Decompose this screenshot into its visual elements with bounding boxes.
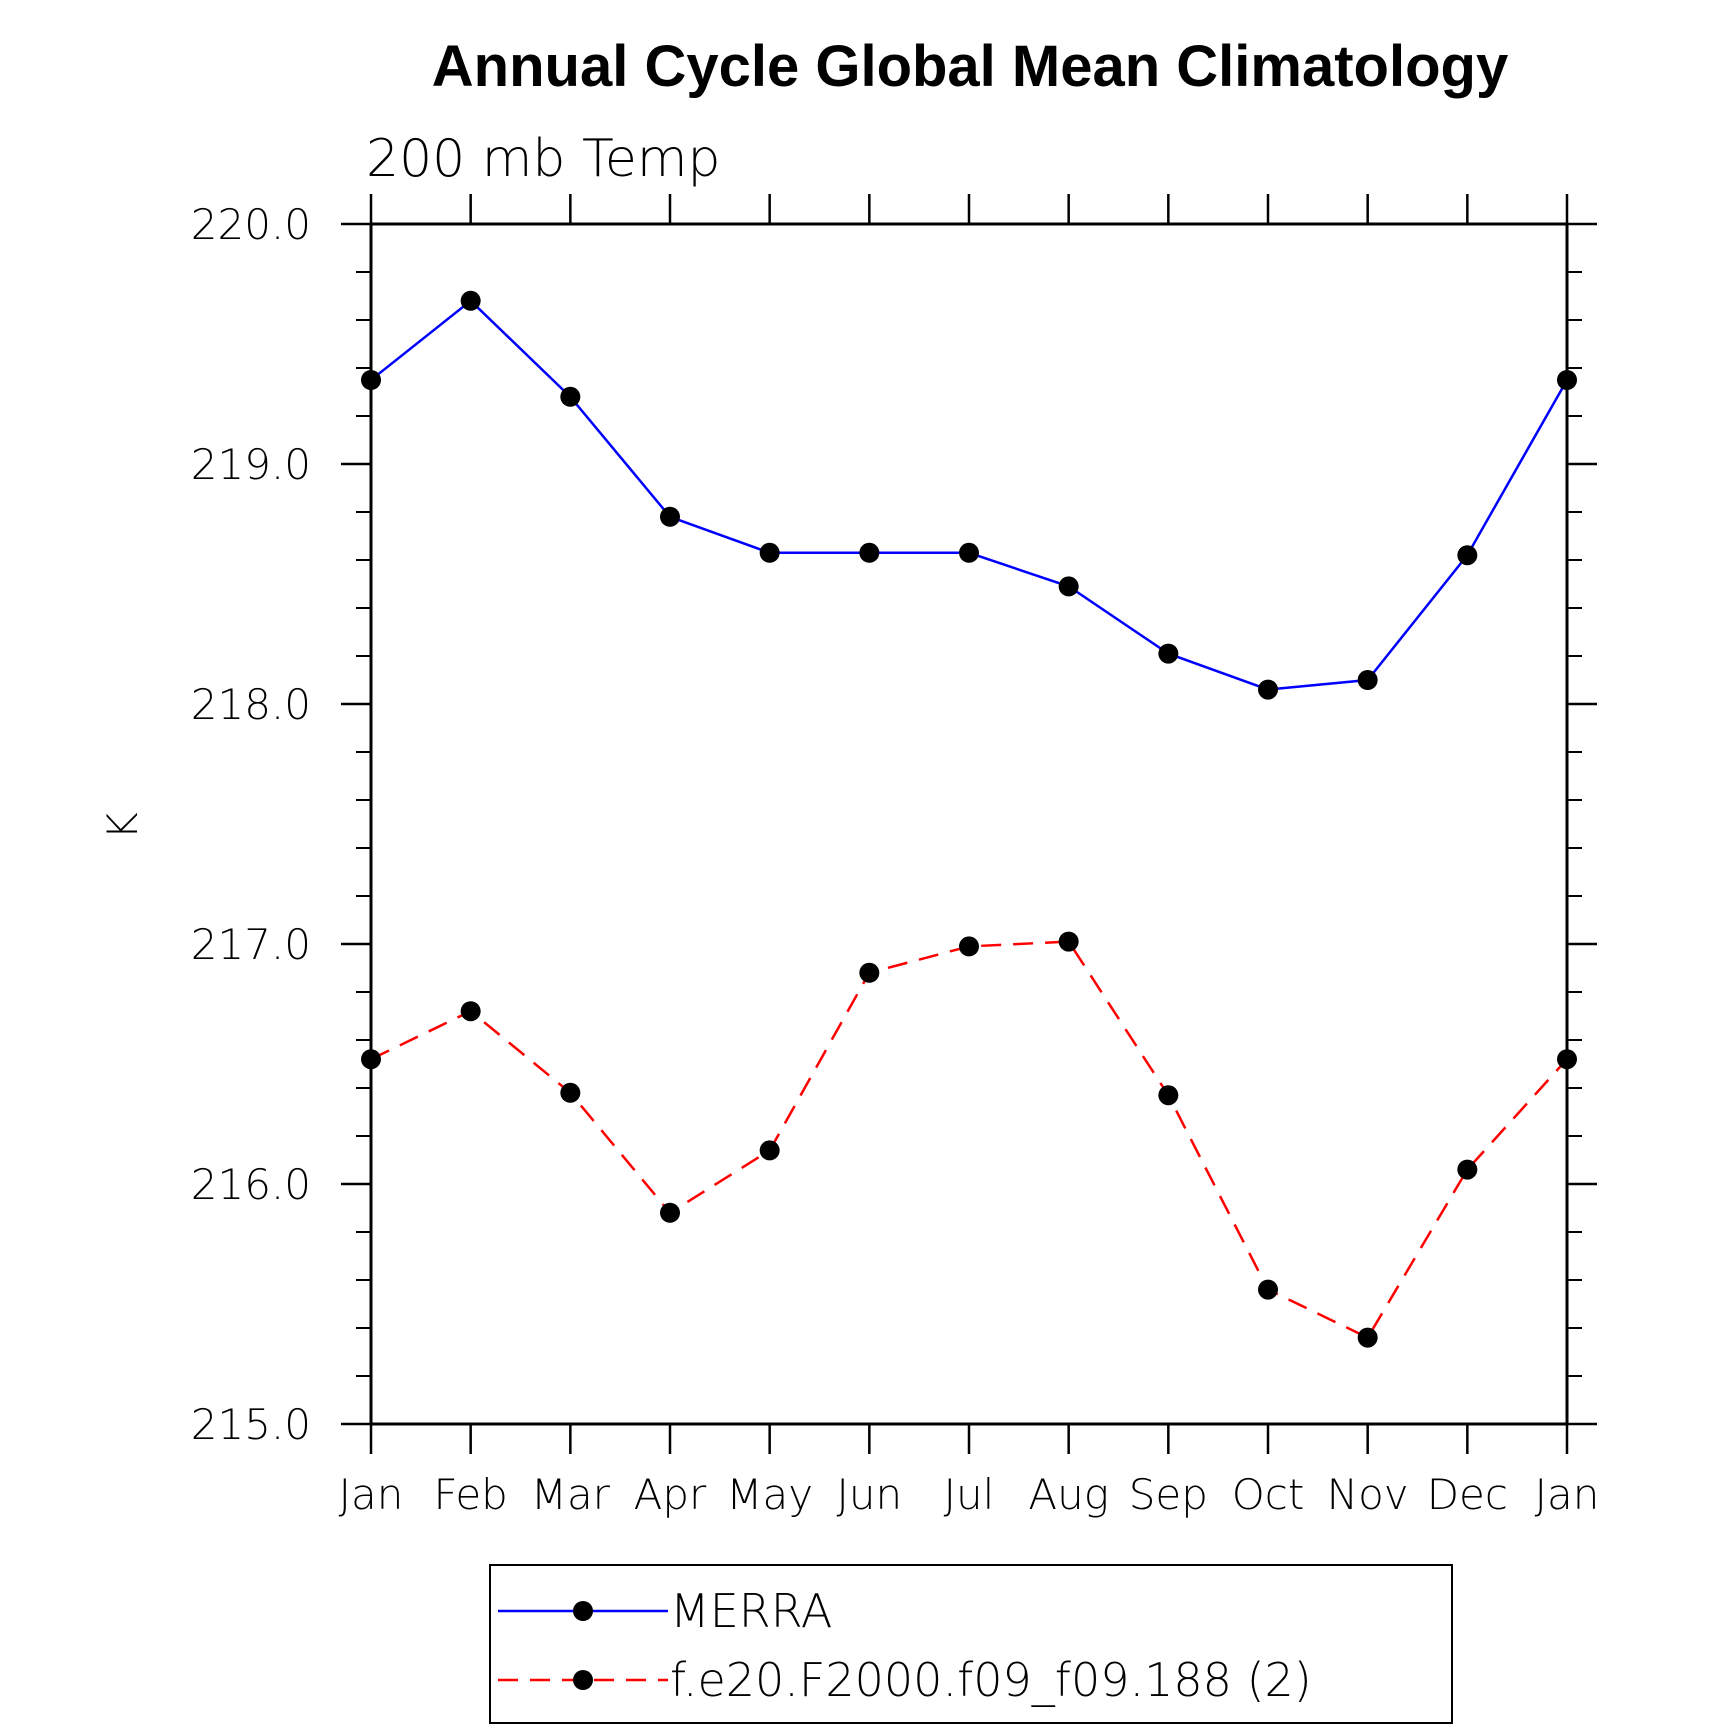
data-point bbox=[1058, 931, 1079, 952]
y-tick-label: 218.0 bbox=[191, 680, 311, 729]
data-point bbox=[1357, 1327, 1378, 1348]
x-tick-label: Jun bbox=[837, 1470, 903, 1519]
x-tick-label: Nov bbox=[1327, 1470, 1409, 1519]
data-point bbox=[759, 542, 780, 563]
x-tick-label: Mar bbox=[531, 1470, 611, 1519]
data-point bbox=[361, 370, 381, 390]
data-point bbox=[859, 962, 880, 983]
data-point bbox=[560, 1082, 581, 1103]
data-point bbox=[1258, 1279, 1278, 1300]
data-point bbox=[959, 936, 979, 957]
y-tick-label: 220.0 bbox=[191, 200, 311, 249]
data-point bbox=[1457, 545, 1478, 566]
chart-title: Annual Cycle Global Mean Climatology bbox=[432, 34, 1508, 99]
data-point bbox=[660, 1202, 680, 1223]
x-tick-label: Apr bbox=[634, 1470, 707, 1519]
data-point bbox=[859, 542, 880, 563]
data-point bbox=[759, 1140, 780, 1161]
x-tick-label: May bbox=[726, 1470, 813, 1519]
data-point bbox=[460, 290, 481, 311]
data-point bbox=[560, 386, 581, 407]
y-axis-label: K bbox=[98, 812, 147, 840]
legend: MERRA f.e20.F2000.f09_f09.188 (2) bbox=[489, 1564, 1453, 1724]
y-tick-label: 219.0 bbox=[191, 440, 311, 489]
series-line-0 bbox=[370, 299, 1569, 691]
plot-frame bbox=[369, 222, 1569, 1426]
data-point bbox=[361, 1049, 381, 1070]
x-tick-label: Jul bbox=[944, 1470, 995, 1519]
y-tick-label: 216.0 bbox=[191, 1160, 311, 1209]
x-tick-label: Feb bbox=[433, 1470, 507, 1519]
x-tick-label: Oct bbox=[1232, 1470, 1305, 1519]
y-tick-label: 217.0 bbox=[191, 920, 311, 969]
legend-label-model: f.e20.F2000.f09_f09.188 (2) bbox=[670, 1653, 1312, 1707]
y-tick-label: 215.0 bbox=[191, 1400, 311, 1449]
data-point bbox=[1557, 1049, 1577, 1070]
legend-marker-merra bbox=[573, 1601, 593, 1621]
data-point bbox=[1058, 576, 1079, 597]
series-line-1 bbox=[370, 940, 1568, 1340]
data-point bbox=[660, 506, 680, 527]
legend-marker-model bbox=[573, 1670, 593, 1690]
x-tick-label: Jan bbox=[1535, 1470, 1600, 1519]
data-point bbox=[1457, 1159, 1478, 1180]
chart-subtitle: 200 mb Temp bbox=[366, 129, 721, 189]
data-point bbox=[460, 1001, 481, 1022]
data-point bbox=[1357, 670, 1378, 690]
x-tick-label: Aug bbox=[1028, 1470, 1109, 1519]
series-layer bbox=[361, 290, 1577, 1348]
data-point bbox=[1557, 370, 1577, 390]
plot-axes: Jan Feb Mar Apr May Jun Jul Aug Sep Oct Nov Dec Jan 2… bbox=[191, 194, 1600, 1519]
legend-box bbox=[489, 1564, 1453, 1724]
x-tick-label: Jan bbox=[339, 1470, 404, 1519]
data-point bbox=[1258, 679, 1278, 700]
data-point bbox=[1158, 643, 1179, 664]
legend-label-merra: MERRA bbox=[670, 1584, 832, 1638]
x-tick-label: Dec bbox=[1427, 1470, 1508, 1519]
data-point bbox=[1158, 1085, 1179, 1106]
x-tick-label: Sep bbox=[1129, 1470, 1208, 1519]
data-point bbox=[959, 542, 979, 563]
